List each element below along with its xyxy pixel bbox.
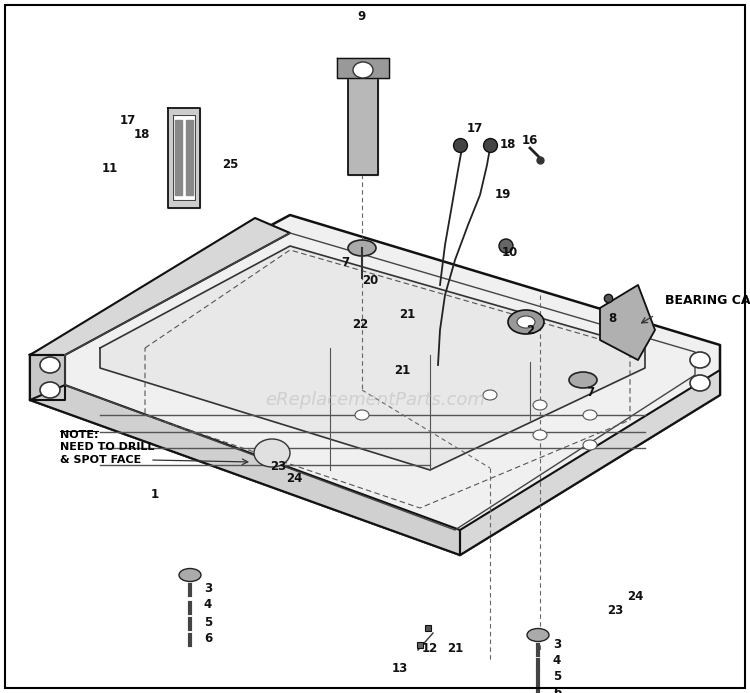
Ellipse shape (179, 568, 201, 581)
Polygon shape (30, 215, 720, 555)
Text: 4: 4 (204, 597, 212, 611)
Text: 3: 3 (204, 581, 212, 595)
Text: 16: 16 (522, 134, 538, 146)
Text: 11: 11 (102, 161, 118, 175)
Text: 18: 18 (500, 139, 516, 152)
Ellipse shape (690, 352, 710, 368)
Text: 21: 21 (399, 308, 416, 322)
Text: 7: 7 (586, 387, 594, 399)
Text: 23: 23 (270, 459, 286, 473)
Text: 17: 17 (466, 121, 483, 134)
Text: 8: 8 (608, 311, 616, 324)
Polygon shape (186, 120, 193, 195)
Text: 20: 20 (362, 274, 378, 286)
Ellipse shape (353, 62, 373, 78)
Polygon shape (168, 108, 200, 208)
Ellipse shape (254, 439, 290, 467)
Text: 9: 9 (358, 10, 366, 22)
Ellipse shape (499, 239, 513, 253)
Text: 18: 18 (134, 128, 150, 141)
Text: 13: 13 (392, 662, 408, 674)
Text: 5: 5 (204, 615, 212, 629)
Polygon shape (460, 370, 720, 555)
Ellipse shape (527, 629, 549, 642)
Text: NOTE:
NEED TO DRILL
& SPOT FACE: NOTE: NEED TO DRILL & SPOT FACE (60, 430, 154, 465)
Polygon shape (348, 60, 378, 175)
Text: 5: 5 (553, 669, 561, 683)
Polygon shape (173, 115, 195, 200)
Text: 7: 7 (341, 256, 349, 268)
Text: 19: 19 (495, 188, 512, 202)
Ellipse shape (348, 240, 376, 256)
Polygon shape (175, 120, 182, 195)
Text: 23: 23 (607, 604, 623, 617)
Ellipse shape (583, 440, 597, 450)
Text: 4: 4 (553, 654, 561, 667)
Text: eReplacementParts.com: eReplacementParts.com (265, 391, 485, 409)
Ellipse shape (40, 382, 60, 398)
Ellipse shape (533, 430, 547, 440)
Text: 1: 1 (151, 489, 159, 502)
Ellipse shape (533, 400, 547, 410)
Ellipse shape (355, 410, 369, 420)
Text: 12: 12 (422, 642, 438, 654)
Polygon shape (600, 285, 655, 360)
Ellipse shape (583, 410, 597, 420)
Text: 6: 6 (204, 631, 212, 644)
Text: 10: 10 (502, 247, 518, 259)
Text: 24: 24 (286, 473, 302, 486)
Polygon shape (30, 355, 65, 400)
Ellipse shape (483, 390, 497, 400)
Text: 25: 25 (222, 159, 238, 171)
Ellipse shape (508, 310, 544, 334)
Ellipse shape (517, 316, 535, 328)
Text: BEARING CARRIER: BEARING CARRIER (665, 294, 750, 306)
Polygon shape (337, 58, 389, 78)
Ellipse shape (690, 375, 710, 391)
Polygon shape (30, 385, 460, 555)
Text: 21: 21 (447, 642, 463, 654)
Text: 6: 6 (553, 685, 561, 693)
Text: 2: 2 (526, 324, 534, 337)
Polygon shape (30, 218, 290, 355)
Polygon shape (100, 246, 645, 470)
Text: 21: 21 (394, 364, 410, 376)
Ellipse shape (569, 372, 597, 388)
Text: 22: 22 (352, 319, 368, 331)
Text: 17: 17 (120, 114, 136, 127)
Text: 3: 3 (553, 638, 561, 651)
Ellipse shape (40, 357, 60, 373)
Text: 24: 24 (627, 590, 644, 602)
